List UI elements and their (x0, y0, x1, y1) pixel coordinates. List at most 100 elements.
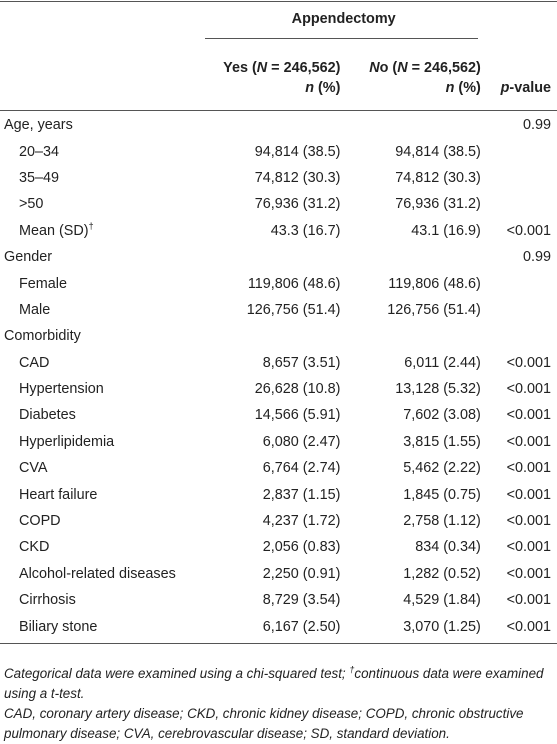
yes-value: 94,814 (38.5) (254, 143, 341, 160)
yes-value (206, 112, 350, 138)
table-footnotes: Categorical data were examined using a c… (4, 664, 553, 744)
p-value (481, 165, 557, 191)
p-value: <0.001 (506, 433, 551, 450)
row-label: Male (19, 301, 51, 318)
table-row: >50 76,936 (31.2) 76,936 (31.2) (0, 191, 557, 217)
table-row: Hyperlipidemia 6,080 (2.47) 3,815 (1.55) <0… (0, 429, 557, 455)
no-value: 6,011 (2.44) (404, 354, 481, 371)
no-value (350, 244, 480, 270)
yes-value: 43.3 (16.7) (270, 222, 341, 239)
yes-value: 2,250 (0.91) (262, 565, 341, 582)
row-label: Gender (4, 249, 52, 266)
no-value: 13,128 (5.32) (395, 381, 481, 398)
yes-value: 8,729 (3.54) (262, 592, 341, 609)
row-label: Alcohol-related diseases (19, 565, 176, 582)
row-label: Cirrhosis (19, 592, 76, 609)
p-value: 0.99 (522, 249, 551, 266)
header-row-npct: n (%) n (%) p-value (0, 80, 557, 112)
yes-value: 26,628 (10.8) (254, 381, 341, 398)
row-label: Age, years (4, 117, 73, 134)
no-value: 1,845 (0.75) (403, 486, 481, 503)
table-row: Alcohol-related diseases 2,250 (0.91) 1,28… (0, 561, 557, 587)
no-value: 2,758 (1.12) (403, 513, 481, 530)
p-value (481, 297, 557, 323)
yes-value: 6,764 (2.74) (262, 460, 341, 477)
no-value: 7,602 (3.08) (403, 407, 481, 424)
row-label: Comorbidity (4, 328, 81, 345)
footnote-tests: Categorical data were examined using a c… (4, 664, 544, 701)
p-value: <0.001 (506, 222, 551, 239)
footnote-abbreviations: CAD, coronary artery disease; CKD, chron… (4, 706, 524, 741)
yes-value: 74,812 (30.3) (254, 169, 341, 186)
row-label: 20–34 (19, 143, 60, 160)
no-value: 43.1 (16.9) (411, 222, 481, 239)
row-label: Female (19, 275, 67, 292)
no-npct-header: n (%) (445, 80, 481, 96)
yes-value: 14,566 (5.91) (254, 407, 341, 424)
pvalue-header: p-value (500, 80, 551, 96)
yes-value: 2,056 (0.83) (262, 539, 341, 556)
no-value: 94,814 (38.5) (395, 143, 481, 160)
yes-value: 2,837 (1.15) (262, 486, 341, 503)
top-rule (0, 1, 557, 2)
row-label: 35–49 (19, 169, 60, 186)
yes-value: 8,657 (3.51) (262, 354, 341, 371)
table-row: Cirrhosis 8,729 (3.54) 4,529 (1.84) <0.001 (0, 587, 557, 613)
table-row: 35–49 74,812 (30.3) 74,812 (30.3) (0, 165, 557, 191)
row-label: CVA (19, 460, 48, 477)
table-row: Biliary stone 6,167 (2.50) 3,070 (1.25) <0.… (0, 613, 557, 639)
yes-header: Yes (N = 246,562) (223, 60, 341, 76)
p-value: <0.001 (506, 407, 551, 424)
p-value (481, 323, 557, 349)
row-label: Mean (SD)† (19, 220, 94, 239)
header-empty-cell (0, 0, 206, 38)
yes-value: 4,237 (1.72) (262, 513, 341, 530)
no-value: 74,812 (30.3) (395, 169, 481, 186)
row-label: CKD (19, 539, 50, 556)
no-value: 1,282 (0.52) (403, 565, 481, 582)
table-row: Male 126,756 (51.4) 126,756 (51.4) (0, 297, 557, 323)
no-value: 5,462 (2.22) (403, 460, 481, 477)
row-label: CAD (19, 354, 50, 371)
no-value (350, 112, 480, 138)
table-body: Age, years 0.99 20–34 94,814 (38.5) 94,814 (… (0, 112, 557, 640)
table-row: Mean (SD)† 43.3 (16.7) 43.1 (16.9) <0.001 (0, 218, 557, 244)
yes-value: 119,806 (48.6) (247, 275, 341, 292)
yes-value: 6,080 (2.47) (262, 433, 341, 450)
no-value: 126,756 (51.4) (387, 301, 481, 318)
row-label: Heart failure (19, 486, 98, 503)
row-label: Hyperlipidemia (19, 433, 115, 450)
table-row: Female 119,806 (48.6) 119,806 (48.6) (0, 270, 557, 296)
header-row-group: Appendectomy (0, 0, 557, 38)
no-value: 4,529 (1.84) (403, 592, 481, 609)
appendectomy-header: Appendectomy (291, 11, 396, 27)
table-row: CKD 2,056 (0.83) 834 (0.34) <0.001 (0, 534, 557, 560)
table-row: Age, years 0.99 (0, 112, 557, 138)
row-label: Diabetes (19, 407, 76, 424)
table-row: CVA 6,764 (2.74) 5,462 (2.22) <0.001 (0, 455, 557, 481)
group-rule (205, 38, 478, 39)
p-value (481, 191, 557, 217)
yes-npct-header: n (%) (305, 80, 341, 96)
header-bottom-rule (0, 110, 557, 111)
p-value: <0.001 (506, 513, 551, 530)
no-value: 3,815 (1.55) (403, 433, 481, 450)
p-value: <0.001 (506, 565, 551, 582)
yes-value: 6,167 (2.50) (262, 618, 341, 635)
table-row: Diabetes 14,566 (5.91) 7,602 (3.08) <0.001 (0, 402, 557, 428)
yes-value: 126,756 (51.4) (246, 301, 341, 318)
p-value: <0.001 (506, 592, 551, 609)
table-row: CAD 8,657 (3.51) 6,011 (2.44) <0.001 (0, 350, 557, 376)
table-row: 20–34 94,814 (38.5) 94,814 (38.5) (0, 138, 557, 164)
p-value: 0.99 (522, 117, 551, 134)
demographics-table: Appendectomy Yes (N = 246,562) No (N = 2… (0, 0, 557, 640)
row-label: COPD (19, 513, 61, 530)
no-value: 834 (0.34) (415, 539, 481, 556)
table-bottom-rule (0, 643, 557, 644)
yes-value: 76,936 (31.2) (254, 196, 341, 213)
table-row: Gender 0.99 (0, 244, 557, 270)
p-value: <0.001 (506, 381, 551, 398)
header-row-groups: Yes (N = 246,562) No (N = 246,562) (0, 38, 557, 80)
row-label: Biliary stone (19, 618, 98, 635)
